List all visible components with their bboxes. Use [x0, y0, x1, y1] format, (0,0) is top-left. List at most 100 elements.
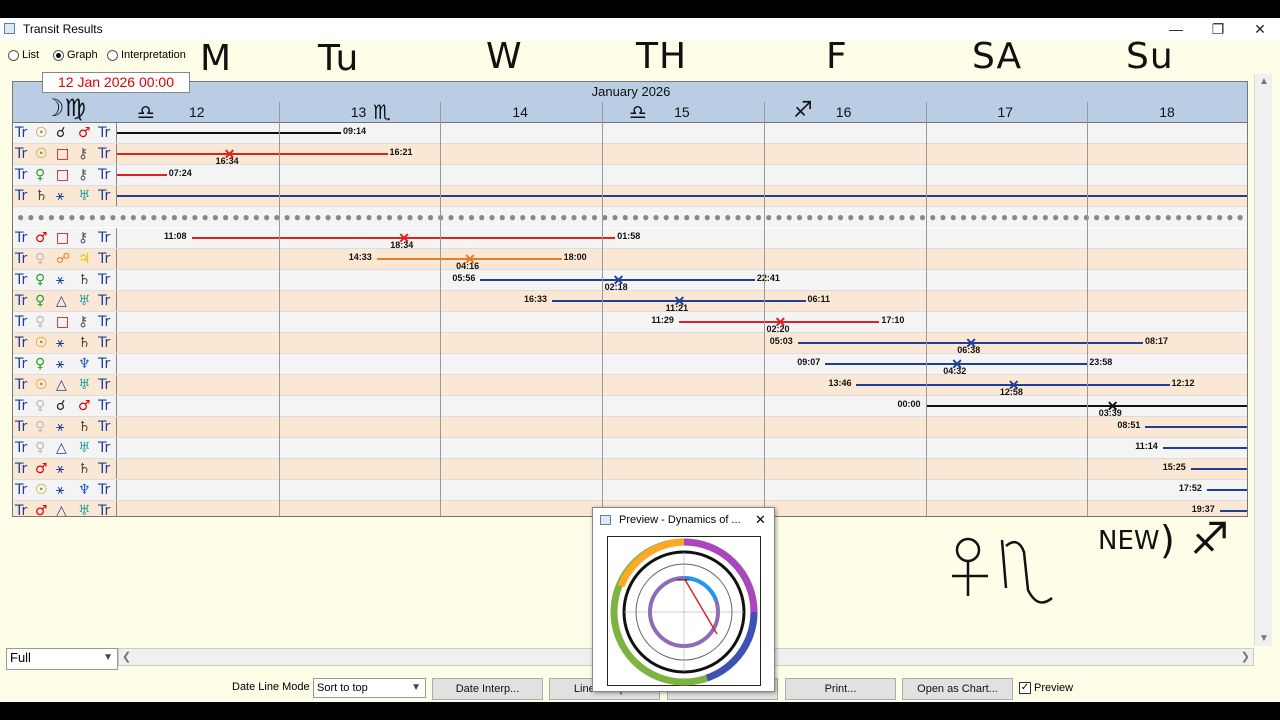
aspect-label: Tr ♄ ⚹ ♅ Tr — [13, 186, 117, 206]
current-date-box[interactable]: 12 Jan 2026 00:00 — [42, 72, 190, 93]
aspect-label: Tr ♂ △ ♅ Tr — [13, 501, 117, 517]
transit-prefix: Tr — [15, 272, 28, 288]
planet-2-icon: ♂ — [78, 125, 91, 141]
exact-aspect-icon[interactable]: ✕ — [464, 251, 476, 267]
vertical-scrollbar[interactable]: ▲ ▼ — [1254, 74, 1272, 646]
planet-2-icon: ♂ — [78, 398, 91, 414]
aspect-icon: ☌ — [56, 125, 66, 141]
aspect-icon: ⚹ — [56, 461, 65, 477]
exact-aspect-icon[interactable]: ✕ — [223, 146, 236, 162]
title-bar: Transit Results — ❐ ✕ — [0, 18, 1280, 40]
planet-1-icon: ☉ — [35, 125, 48, 141]
exact-aspect-icon[interactable]: ✕ — [951, 356, 963, 372]
transit-line[interactable] — [925, 405, 1247, 407]
table-row[interactable]: Tr ♂ ⚹ ♄ Tr — [13, 459, 1247, 480]
transit-prefix: Tr — [15, 503, 28, 517]
preview-close-icon[interactable]: ✕ — [755, 512, 766, 527]
filter-select[interactable]: Full ▼ — [6, 648, 118, 670]
transit-exact-time: 06:38 — [957, 345, 981, 355]
scroll-up-icon[interactable]: ▲ — [1259, 76, 1269, 87]
open-as-chart-button[interactable]: Open as Chart... — [902, 678, 1013, 700]
transit-line[interactable] — [856, 384, 1170, 386]
radio-list-dot[interactable] — [8, 49, 19, 61]
transit-line[interactable] — [480, 279, 755, 281]
aspect-icon: ⚹ — [56, 272, 65, 288]
table-row[interactable]: Tr ♀ ☍ ♃ Tr — [13, 249, 1247, 270]
transit-prefix: Tr — [15, 167, 28, 183]
checkbox-check-icon[interactable]: ✓ — [1019, 682, 1031, 694]
transit-line[interactable] — [376, 258, 562, 260]
transit-line[interactable] — [825, 363, 1088, 365]
table-row[interactable]: Tr ☉ ⚹ ♄ Tr — [13, 333, 1247, 354]
transit-line[interactable] — [1219, 510, 1247, 512]
close-icon[interactable]: ✕ — [1254, 21, 1266, 37]
table-row[interactable]: Tr ♀ □ ⚷ Tr — [13, 165, 1247, 186]
aspect-icon: ☍ — [56, 251, 71, 267]
date-line-mode-label: Date Line Mode : — [232, 681, 316, 693]
preview-window[interactable]: Preview - Dynamics of ... ✕ — [592, 507, 775, 692]
transit-end-time: 08:17 — [1144, 336, 1169, 346]
minimize-icon[interactable]: — — [1169, 21, 1183, 37]
handwritten-libra-mark-icon: ♎ — [629, 100, 647, 124]
radio-graph-dot[interactable] — [53, 49, 64, 61]
transit-line[interactable] — [797, 342, 1143, 344]
exact-aspect-icon[interactable]: ✕ — [673, 293, 686, 309]
aspect-icon: ⚹ — [56, 356, 65, 372]
radio-list-label: List — [22, 49, 40, 61]
transit-line[interactable] — [117, 195, 1247, 197]
transit-end-time: 01:58 — [617, 231, 641, 241]
exact-aspect-icon[interactable]: ✕ — [1106, 398, 1119, 414]
aspect-icon: ⚹ — [56, 188, 65, 204]
exact-aspect-icon[interactable]: ✕ — [965, 335, 978, 351]
date-line-mode-select[interactable]: Sort to top ▼ — [313, 678, 426, 698]
day-header-row: 12 13 14 15 16 17 18 — [13, 102, 1247, 123]
transit-line[interactable] — [1206, 489, 1247, 491]
planet-1-icon: ♀ — [35, 272, 46, 288]
exact-aspect-icon[interactable]: ✕ — [774, 314, 787, 330]
day-header-13: 13 — [350, 104, 367, 120]
exact-aspect-icon[interactable]: ✕ — [612, 272, 625, 288]
table-row[interactable]: Tr ♀ △ ♅ Tr — [13, 438, 1247, 459]
radio-interpretation-dot[interactable] — [107, 49, 118, 61]
planet-1-icon: ♀ — [35, 251, 46, 267]
preview-checkbox[interactable]: ✓ Preview — [1019, 682, 1073, 694]
print-button[interactable]: Print... — [785, 678, 896, 700]
aspect-label: Tr ☉ ☌ ♂ Tr — [13, 123, 117, 143]
planet-1-icon: ♀ — [35, 398, 46, 414]
table-row[interactable]: Tr ♀ ⚹ ♄ Tr — [13, 417, 1247, 438]
restore-icon[interactable]: ❐ — [1211, 21, 1225, 37]
radio-graph[interactable]: Graph — [53, 49, 98, 61]
transit-line[interactable] — [117, 132, 341, 134]
radio-interpretation[interactable]: Interpretation — [107, 49, 186, 61]
transit-line[interactable] — [551, 300, 806, 302]
radio-list[interactable]: List — [8, 49, 39, 61]
transit-line[interactable] — [117, 153, 388, 155]
transit-line[interactable] — [1163, 447, 1247, 449]
transit-line[interactable] — [117, 174, 167, 176]
transit-line[interactable] — [192, 237, 616, 239]
date-interp-button[interactable]: Date Interp... — [432, 678, 543, 700]
table-row[interactable]: Tr ♀ □ ⚷ Tr — [13, 312, 1247, 333]
chart-wheel-thumbnail[interactable] — [607, 536, 761, 686]
scroll-down-icon[interactable]: ▼ — [1259, 633, 1269, 644]
table-row[interactable]: Tr ♀ ⚹ ♆ Tr — [13, 354, 1247, 375]
table-row[interactable]: Tr ☉ ⚹ ♆ Tr — [13, 480, 1247, 501]
table-row[interactable]: Tr ♀ ☌ ♂ Tr — [13, 396, 1247, 417]
table-row[interactable]: Tr ☉ □ ⚷ Tr — [13, 144, 1247, 165]
transit-line[interactable] — [1190, 468, 1247, 470]
scroll-left-icon[interactable]: ❮ — [122, 651, 132, 663]
table-row[interactable]: Tr ☉ ☌ ♂ Tr — [13, 123, 1247, 144]
aspect-icon: ⚹ — [56, 419, 65, 435]
scroll-right-icon[interactable]: ❯ — [1240, 651, 1250, 663]
transit-graph[interactable]: January 2026 12 13 14 15 16 17 18 ●●●●●●●●●●●●… — [12, 81, 1248, 517]
exact-aspect-icon[interactable]: ✕ — [398, 230, 410, 246]
planet-1-icon: ♀ — [35, 356, 46, 372]
transit-prefix: Tr — [15, 251, 28, 267]
transit-line[interactable] — [679, 321, 880, 323]
exact-aspect-icon[interactable]: ✕ — [1007, 377, 1020, 393]
transit-suffix: Tr — [98, 167, 111, 183]
transit-line[interactable] — [1145, 426, 1247, 428]
table-row[interactable]: Tr ☉ △ ♅ Tr — [13, 375, 1247, 396]
table-row[interactable]: Tr ♂ □ ⚷ Tr — [13, 228, 1247, 249]
transit-suffix: Tr — [98, 293, 111, 309]
